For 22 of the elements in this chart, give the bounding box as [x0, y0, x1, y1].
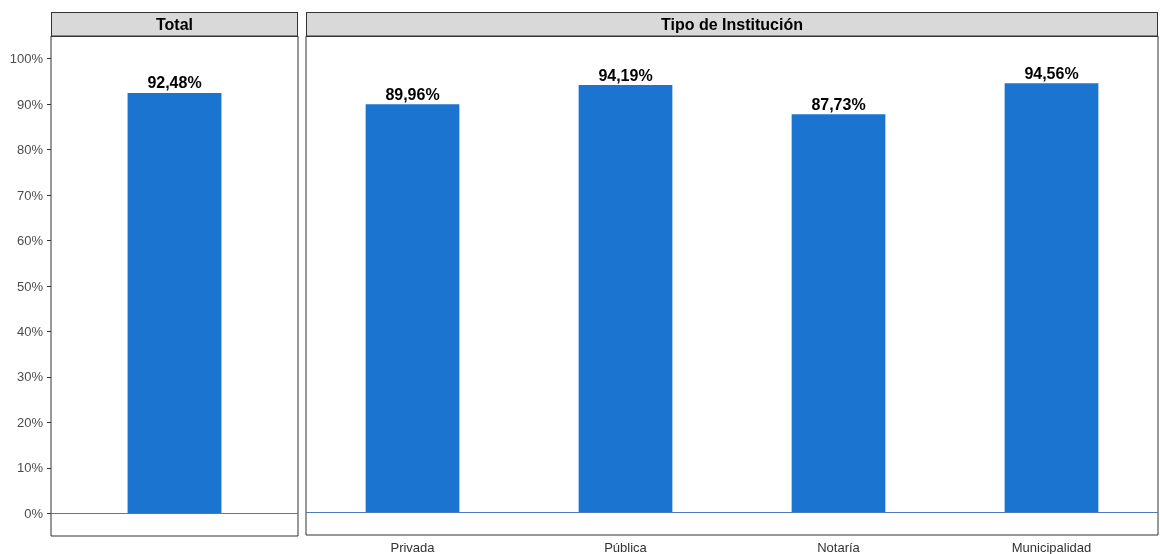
data-label: 94,56% [1024, 64, 1079, 82]
y-tick-label: 80% [16, 142, 44, 158]
y-tick-label: 90% [16, 96, 44, 112]
y-tick-label: 70% [16, 187, 44, 203]
y-tick-label: 60% [16, 233, 44, 249]
y-tick-label: 0% [24, 505, 44, 521]
chart-title: Tipo de Institución [306, 12, 1158, 37]
data-label: 89,96% [385, 85, 440, 103]
data-label: 92,48% [147, 74, 202, 92]
y-tick-label: 40% [16, 323, 44, 339]
data-label: 94,19% [598, 66, 653, 84]
y-tick-label: 50% [16, 278, 44, 294]
chart-title: Total [51, 12, 298, 37]
x-tick-label: Municipalidad [1011, 540, 1092, 554]
y-tick-label: 30% [16, 369, 44, 385]
y-tick-label: 10% [16, 460, 44, 476]
x-tick-label: Notaría [817, 540, 861, 554]
x-tick-label: Privada [390, 540, 436, 554]
data-label: 87,73% [811, 95, 866, 113]
x-tick-label: Pública [604, 540, 648, 554]
y-tick-label: 20% [16, 414, 44, 430]
y-tick-label: 100% [9, 51, 44, 67]
